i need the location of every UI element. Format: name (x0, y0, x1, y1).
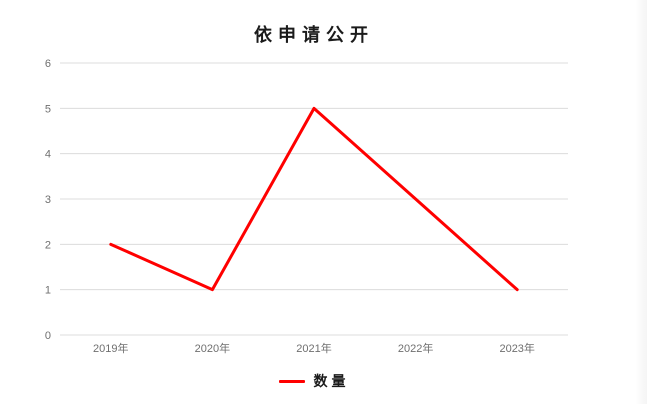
legend-line-swatch (278, 379, 305, 383)
y-axis-tick-label: 4 (45, 149, 51, 161)
y-axis-tick-label: 3 (45, 194, 51, 206)
chart-title: 依申请公开 (254, 25, 374, 46)
x-axis-tick-label: 2022年 (398, 341, 433, 355)
y-axis-tick-label: 0 (45, 330, 51, 342)
y-axis-tick-label: 1 (45, 285, 51, 297)
legend-series-label: 数量 (313, 374, 350, 390)
x-axis-tick-label: 2019年 (93, 341, 128, 355)
x-axis-tick-label: 2023年 (499, 341, 534, 355)
y-axis-tick-label: 2 (45, 239, 51, 251)
legend: 数量 (60, 371, 568, 391)
y-axis-tick-label: 6 (45, 58, 51, 70)
x-axis-tick-label: 2021年 (296, 341, 331, 355)
y-axis-tick-label: 5 (45, 103, 51, 115)
x-axis-tick-label: 2020年 (195, 341, 230, 355)
series-line-数量 (109, 106, 519, 292)
